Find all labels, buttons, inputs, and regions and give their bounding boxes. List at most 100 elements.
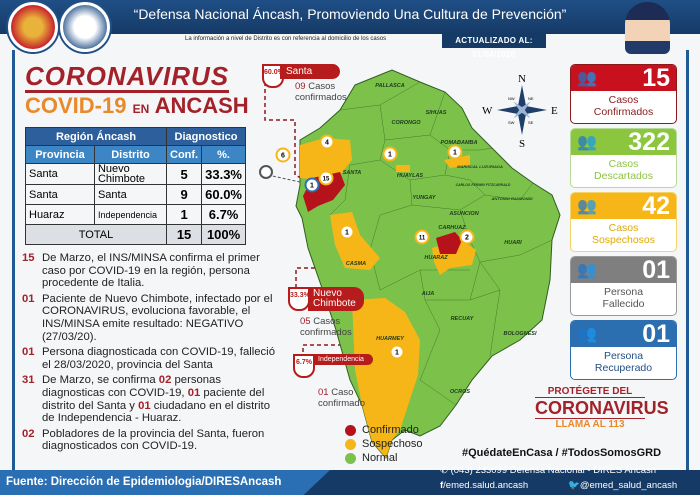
people-icon: 👥 — [577, 70, 597, 87]
province-label: CARHUAZ — [438, 225, 466, 231]
title-covid-ancash: COVID-19 EN ANCASH — [25, 94, 249, 121]
stat-value: 15 — [642, 64, 670, 92]
province-label: ANTONIO RAYMONDI — [491, 196, 534, 201]
cell: 6.7% — [201, 204, 246, 225]
pin-count: 1 — [310, 183, 314, 190]
province-label: SIHUAS — [426, 110, 447, 116]
slogan: “Defensa Nacional Áncash, Promoviendo Un… — [133, 6, 567, 22]
compass-s: S — [519, 138, 525, 150]
pin-marker — [459, 229, 475, 245]
pin-marker — [389, 344, 405, 360]
updated-date: ACTUALIZADO AL: 01/04/2020 — [442, 34, 546, 59]
callout-pct: 6.7% — [293, 354, 315, 378]
cell: Nuevo Chimbote — [93, 163, 168, 185]
cell: 60.0% — [201, 184, 246, 205]
timeline-date: 01 — [22, 292, 35, 305]
callout-name: Independencia — [313, 354, 373, 365]
pin-count: 2 — [465, 235, 469, 242]
people-icon: 👥 — [577, 326, 597, 343]
cases-table: Región Áncash Diagnostico Provincia Distri… — [24, 127, 246, 245]
map-pin: 1 — [304, 177, 320, 193]
right-frame — [686, 50, 689, 470]
callout-santa: 60.0% Santa — [262, 64, 340, 88]
region-header: Región Áncash — [24, 127, 168, 146]
stat-value: 01 — [642, 256, 670, 284]
province-label: CASMA — [346, 261, 366, 267]
province-label: MARISCAL LUZURIAGA — [457, 164, 503, 169]
map-pin: 2 — [459, 229, 475, 245]
compass-w: W — [482, 105, 493, 117]
compass-ne: NE — [528, 96, 534, 101]
phone-contact: ✆ (043) 233099 Defensa Nacional - DIRES … — [440, 465, 657, 476]
pin-marker — [318, 170, 334, 186]
callout-independencia-text: 01 Caso confirmado — [318, 387, 365, 409]
twitter-link[interactable]: 🐦@emed_salud_ancash — [568, 480, 678, 491]
stat-card-deceased: 👥 01 Persona Fallecido — [570, 256, 677, 316]
defensa-nacional-logo — [8, 2, 58, 52]
cell: Santa — [25, 163, 95, 185]
total-pct: 100% — [201, 224, 246, 245]
map-pin: 1 — [389, 344, 405, 360]
timeline-text: De Marzo, el INS/MINSA confirma el prime… — [42, 252, 260, 290]
province-label: OCROS — [450, 389, 471, 395]
total-label: TOTAL — [24, 224, 168, 245]
promo-113: PROTÉGETE DEL CORONAVIRUS LLAMA AL 113 — [535, 386, 669, 430]
source-text: Fuente: Dirección de Epidemiologia/DIRES… — [6, 476, 282, 488]
title-ancash: ANCASH — [154, 93, 249, 118]
timeline-item: 31 De Marzo, se confirma 02 personas diag… — [22, 374, 284, 424]
pin-count: 1 — [345, 230, 349, 237]
callout-santa-text: 09 Casos confirmados — [295, 81, 347, 103]
map-pin: 15 — [318, 170, 334, 186]
province-label: POMABAMBA — [441, 140, 478, 146]
stat-card-confirmed: 👥 15 Casos Confirmados — [570, 64, 677, 124]
timeline-item: 15 De Marzo, el INS/MINSA confirma el pri… — [22, 252, 284, 290]
stat-value: 01 — [642, 320, 670, 348]
province-label: PALLASCA — [375, 83, 405, 89]
promo-line1: PROTÉGETE DEL — [547, 386, 633, 397]
timeline-date: 15 — [22, 252, 35, 264]
pin-count: 1 — [388, 152, 392, 159]
stat-value: 322 — [628, 128, 670, 156]
compass-n: N — [518, 73, 526, 85]
province-label: YUNGAY — [412, 195, 436, 201]
diagnostic-header: Diagnostico — [166, 127, 246, 146]
timeline-text: Pobladores de la provincia del Santa, fu… — [42, 427, 265, 453]
pin-marker-gray — [259, 165, 273, 179]
compass-nw: NW — [508, 96, 515, 101]
hashtags: #QuédateEnCasa / #TodosSomosGRD — [462, 447, 662, 459]
pin-marker — [275, 147, 291, 163]
people-icon: 👥 — [577, 134, 597, 151]
map-pin: 1 — [447, 144, 463, 160]
legend-item: Normal — [345, 451, 423, 465]
timeline-date: 01 — [22, 346, 35, 359]
cell: 1 — [166, 204, 203, 225]
twitter-icon: 🐦 — [568, 480, 580, 491]
stat-card-recovered: 👥 01 Persona Recuperado — [570, 320, 677, 380]
timeline-item: 01 Persona diagnosticada con COVID-19, fa… — [22, 346, 284, 371]
province-label: BOLOGNESI — [503, 331, 536, 337]
title-coronavirus: CORONAVIRUS — [25, 61, 230, 93]
dires-logo — [60, 2, 110, 52]
cell: 33.3% — [201, 163, 246, 185]
left-frame — [12, 50, 15, 470]
facebook-link[interactable]: f/emed.salud.ancash — [440, 480, 529, 491]
timeline-item: 02 Pobladores de la provincia del Santa, … — [22, 428, 284, 453]
total-conf: 15 — [166, 224, 203, 245]
pin-count: 6 — [281, 153, 285, 160]
pin-count: 11 — [419, 236, 426, 242]
province-label: HUARMEY — [376, 336, 405, 342]
facebook-icon: f — [440, 480, 444, 491]
title-covid: COVID-19 — [25, 93, 127, 118]
timeline-date: 31 — [22, 374, 35, 387]
pin-count: 15 — [323, 177, 330, 183]
table-row: Santa Nuevo Chimbote 5 33.3% — [25, 163, 246, 185]
pin-marker — [304, 177, 320, 193]
province-labels: PALLASCA SIHUAS CORONGO POMABAMBA MARISC… — [343, 83, 537, 395]
callout-independencia: 6.7% Independencia — [293, 354, 373, 378]
pin-marker — [339, 224, 355, 240]
callout-name: Nuevo Chimbote — [308, 287, 364, 311]
stat-value: 42 — [642, 192, 670, 220]
legend-item: Confirmado — [345, 423, 423, 437]
map-pin: 11 — [414, 229, 430, 245]
